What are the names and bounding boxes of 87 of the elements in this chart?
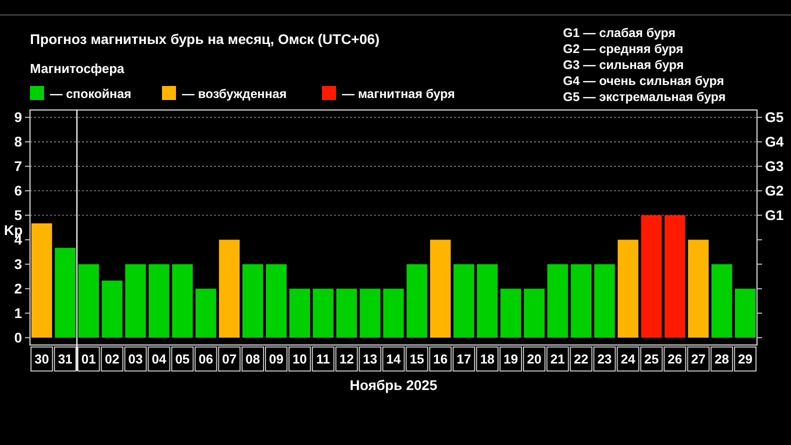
- bar: [500, 288, 522, 338]
- x-axis-title: Ноябрь 2025: [350, 377, 438, 393]
- bar: [454, 264, 474, 338]
- legend-title: Магнитосфера: [30, 61, 126, 76]
- bar: [618, 240, 638, 338]
- ref-line-label: G2: [765, 182, 784, 199]
- x-tick-label: 31: [58, 352, 72, 367]
- bar: [312, 288, 334, 338]
- x-tick-label: 04: [152, 352, 167, 367]
- bar: [78, 264, 99, 338]
- bar: [547, 264, 568, 338]
- bar: [289, 288, 310, 338]
- bar: [54, 248, 76, 338]
- x-tick-label: 03: [128, 352, 143, 367]
- bar: [31, 223, 52, 338]
- y-tick-label: 0: [14, 330, 22, 346]
- text: G4 — очень сильная буря: [563, 74, 724, 88]
- y-tick-label: 6: [14, 182, 22, 199]
- x-tick-label: 05: [175, 352, 190, 367]
- x-tick-label: 01: [81, 352, 96, 367]
- bar: [125, 264, 146, 338]
- bar: [688, 240, 709, 338]
- bar: [383, 288, 404, 338]
- x-tick-label: 09: [269, 352, 284, 367]
- y-tick-label: 7: [14, 158, 22, 174]
- y-tick-label: 9: [14, 109, 22, 126]
- x-tick-label: 02: [104, 352, 120, 367]
- x-tick-label: 07: [222, 352, 237, 367]
- x-tick-label: 11: [316, 352, 330, 367]
- legend-label: — магнитная буря: [342, 87, 455, 101]
- x-tick-label: 30: [34, 352, 49, 367]
- bar: [196, 288, 216, 338]
- x-tick-label: 06: [198, 352, 214, 367]
- bar: [476, 264, 498, 338]
- x-tick-label: 18: [480, 352, 495, 367]
- bar: [570, 264, 592, 338]
- x-tick-label: 12: [339, 352, 354, 367]
- x-tick-label: 29: [738, 352, 753, 367]
- bar: [524, 288, 545, 338]
- text: G3 — сильная буря: [563, 58, 684, 72]
- x-tick-label: 22: [574, 352, 588, 367]
- x-tick-label: 16: [433, 352, 448, 367]
- x-tick-label: 26: [668, 352, 682, 367]
- legend-label: — спокойная: [50, 87, 132, 101]
- x-tick-label: 27: [691, 352, 706, 367]
- ref-line-label: G1: [765, 207, 784, 224]
- x-tick-label: 28: [714, 352, 730, 367]
- bar: [242, 264, 264, 338]
- ref-line-label: G3: [765, 158, 784, 174]
- ref-line-label: G4: [765, 134, 784, 150]
- legend-label: — возбужденная: [182, 87, 287, 101]
- bar: [734, 288, 756, 338]
- x-tick-label: 17: [456, 352, 472, 367]
- y-tick-label: 5: [14, 207, 22, 224]
- x-tick-label: 24: [620, 352, 636, 367]
- text: G2 — средняя буря: [563, 42, 684, 56]
- bar: [712, 264, 732, 338]
- bar: [172, 264, 193, 338]
- text: G1 — слабая буря: [563, 26, 676, 40]
- y-tick-label: 8: [14, 134, 22, 150]
- y-tick-label: 3: [14, 256, 22, 272]
- bar: [102, 280, 122, 338]
- x-tick-label: 14: [386, 352, 402, 367]
- bar: [406, 264, 428, 338]
- bar: [219, 240, 240, 338]
- x-tick-label: 13: [362, 352, 378, 367]
- bar: [336, 288, 357, 338]
- x-tick-label: 15: [410, 352, 424, 367]
- bar: [664, 215, 686, 338]
- x-tick-label: 25: [644, 352, 659, 367]
- x-tick-label: 20: [526, 352, 542, 367]
- x-tick-label: 23: [597, 352, 612, 367]
- ref-line-label: G5: [765, 109, 784, 126]
- x-tick-label: 10: [292, 352, 307, 367]
- chart-title: Прогноз магнитных бурь на месяц, Омск (UTC+06): [30, 31, 380, 47]
- x-tick-label: 21: [550, 352, 565, 367]
- text: G5 — экстремальная буря: [563, 90, 726, 104]
- x-tick-label: 19: [504, 352, 518, 367]
- y-tick-label: 2: [14, 280, 22, 297]
- bar: [641, 215, 662, 338]
- bar: [148, 264, 170, 338]
- bar: [594, 264, 615, 338]
- bar: [430, 240, 451, 338]
- bar: [360, 288, 380, 338]
- y-tick-label: 1: [14, 305, 22, 322]
- bar: [266, 264, 287, 338]
- x-tick-label: 08: [246, 352, 260, 367]
